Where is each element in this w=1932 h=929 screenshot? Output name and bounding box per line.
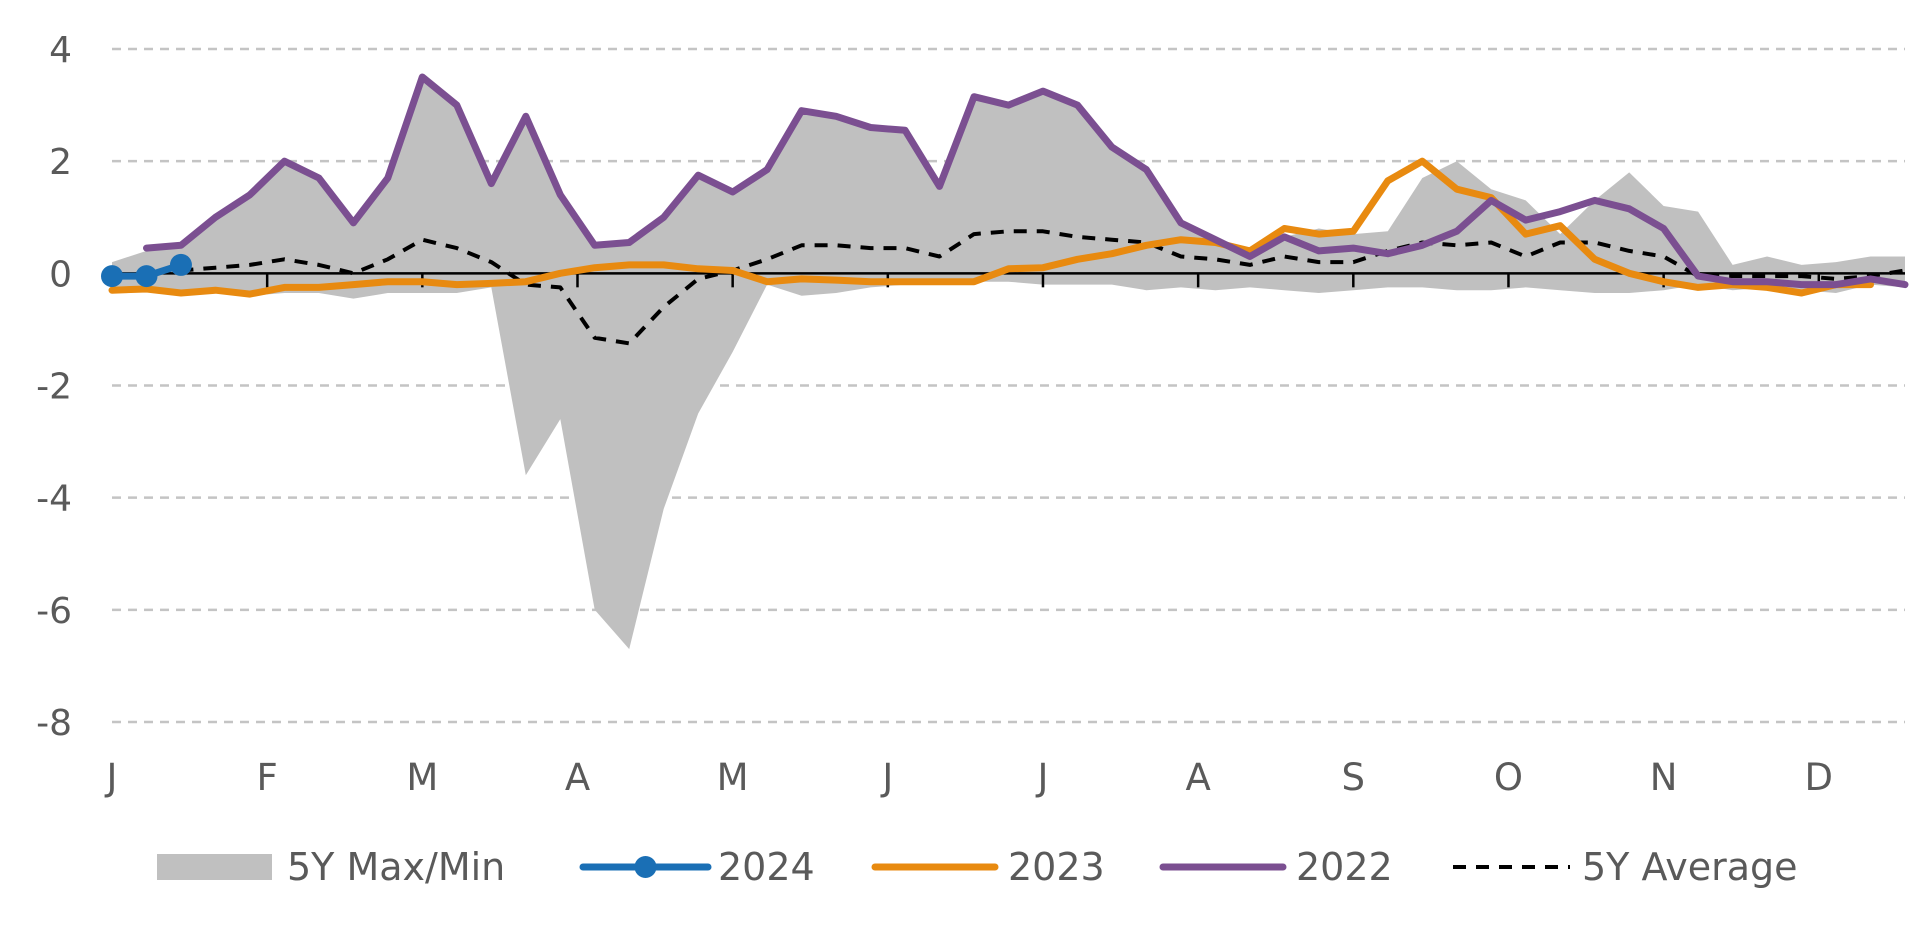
y-tick-label: -4	[36, 479, 72, 520]
x-tick-label: A	[565, 756, 590, 799]
point-2024	[101, 265, 123, 288]
line-2022	[143, 73, 1909, 289]
legend-label-2023: 2023	[1008, 845, 1105, 889]
line-2023	[108, 157, 1874, 298]
x-tick-label: N	[1650, 756, 1678, 799]
legend-swatch-5y-maxmin	[157, 854, 272, 880]
series-2023	[108, 157, 1874, 298]
x-tick-label: D	[1805, 756, 1834, 799]
legend-label-2022: 2022	[1296, 845, 1393, 889]
y-tick-labels: 4 2 0 -2 -4 -6 -8	[36, 30, 72, 744]
y-tick-label: -8	[36, 703, 72, 744]
x-tick-label: M	[717, 756, 749, 799]
max-min-band	[112, 77, 1905, 650]
y-tick-label: -6	[36, 591, 72, 632]
y-tick-label: 4	[49, 30, 72, 71]
max-min-area	[112, 77, 1905, 650]
point-2024	[169, 253, 192, 276]
series-2022	[143, 73, 1909, 289]
legend-label-5y-average: 5Y Average	[1582, 845, 1798, 889]
x-tick-label: O	[1494, 756, 1523, 799]
legend-label-2024: 2024	[718, 845, 815, 889]
y-tick-label: 2	[49, 142, 72, 183]
y-tick-label: 0	[49, 254, 72, 295]
point-2024	[135, 265, 158, 288]
five-year-average-line	[111, 229, 1906, 346]
x-tick-label: S	[1342, 756, 1366, 799]
x-tick-label: F	[257, 756, 278, 799]
x-tick-label: A	[1185, 756, 1210, 799]
x-tick-label: J	[1036, 756, 1049, 799]
x-tick-label: J	[105, 756, 118, 799]
legend-marker-2024	[634, 856, 657, 878]
x-tick-label: J	[880, 756, 893, 799]
series-2024	[101, 253, 192, 288]
legend-label-5y-maxmin: 5Y Max/Min	[287, 845, 505, 889]
legend: 5Y Max/Min 2024 2023 2022 5Y Average	[157, 845, 1798, 889]
y-tick-label: -2	[36, 367, 72, 408]
average-line	[111, 229, 1906, 346]
x-tick-label: M	[406, 756, 438, 799]
